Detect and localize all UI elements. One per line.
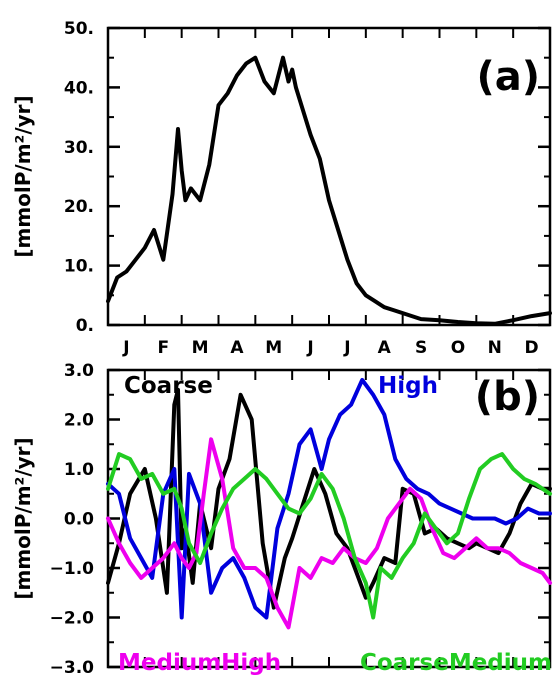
series-line (106, 55, 552, 326)
y-tick-label: −3.0 (50, 658, 95, 678)
y-axis-label: [mmolP/m²/yr] (11, 437, 35, 599)
panel-label: (b) (475, 374, 540, 420)
x-tick-label: D (525, 338, 539, 358)
x-tick-label: N (488, 338, 502, 358)
x-tick-label: M (192, 338, 209, 358)
x-tick-label: S (415, 338, 427, 358)
panel-a: 0. 10. 20. 30. 40. 50. J F M A M J J A S O N D [mmolP/m²/y… (11, 19, 552, 358)
x-tick-label: F (157, 338, 169, 358)
y-axis-label: [mmolP/m²/yr] (11, 95, 35, 257)
x-tick-label: J (122, 338, 129, 358)
y-tick-label: −2.0 (50, 609, 95, 629)
y-tick-label: 30. (64, 138, 94, 158)
series-line-coarsemedium (106, 452, 552, 620)
x-tick-label: O (451, 338, 465, 358)
x-tick-label: J (306, 338, 313, 358)
panel-label: (a) (476, 54, 540, 100)
series-label-high: High (378, 373, 438, 399)
x-tick-label: M (265, 338, 282, 358)
y-tick-label: 10. (64, 257, 94, 277)
series-line-mediumhigh (106, 437, 552, 630)
y-tick-label: 20. (64, 197, 94, 217)
y-tick-label: 0.0 (64, 510, 94, 530)
y-tick-label: 50. (64, 19, 94, 39)
series-label-coarse: Coarse (124, 373, 213, 399)
y-tick-label: 3.0 (64, 361, 94, 381)
x-tick-label: A (230, 338, 244, 358)
x-tick-label: J (343, 338, 350, 358)
y-tick-label: 2.0 (64, 411, 94, 431)
x-tick-label: A (378, 338, 392, 358)
series-label-coarsemedium: CoarseMedium (360, 650, 552, 676)
y-tick-label: 40. (64, 78, 94, 98)
y-tick-label: 0. (76, 316, 94, 336)
series-label-mediumhigh: MediumHigh (118, 650, 281, 676)
y-tick-label: 1.0 (64, 460, 94, 480)
panel-b: −3.0 −2.0 −1.0 0.0 1.0 2.0 3.0 [mmolP/m²/yr] Coa… (11, 361, 552, 678)
y-tick-label: −1.0 (50, 559, 95, 579)
series-line-high (106, 377, 552, 620)
